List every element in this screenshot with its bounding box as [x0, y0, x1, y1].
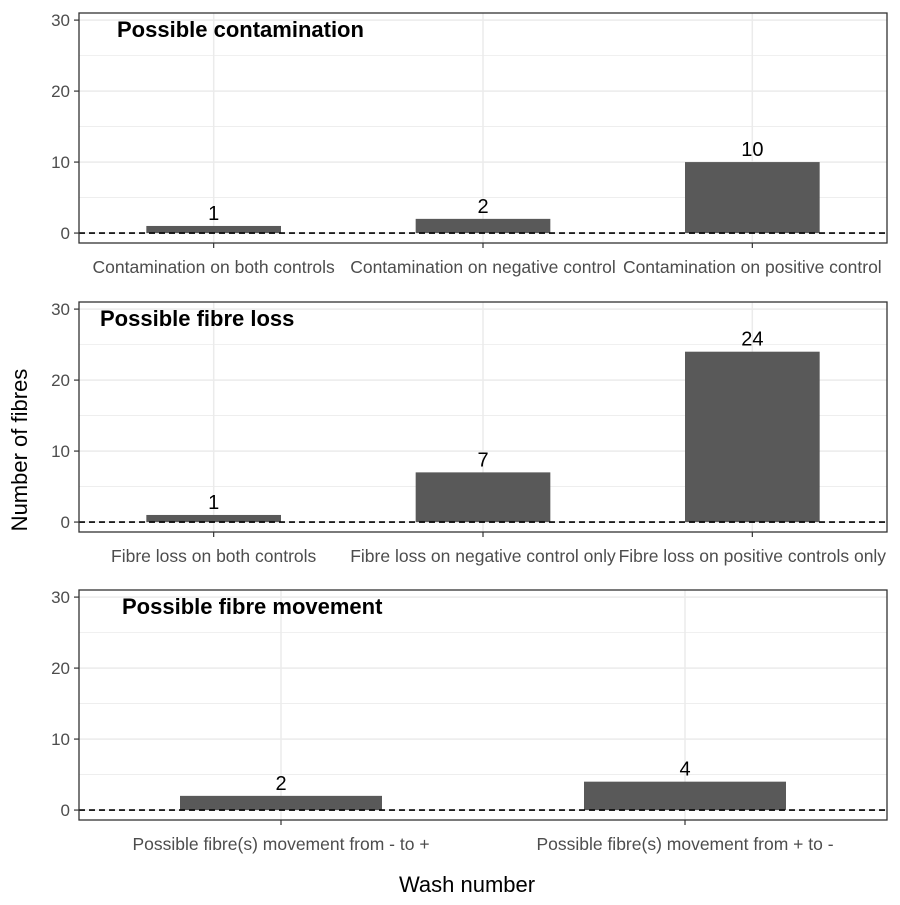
y-tick-label: 20 — [51, 659, 70, 678]
y-tick-label: 10 — [51, 730, 70, 749]
x-axis-title: Wash number — [399, 872, 535, 897]
bar — [685, 162, 820, 234]
data-label: 7 — [477, 449, 488, 471]
panel-title: Possible fibre loss — [100, 306, 294, 331]
bar — [180, 795, 382, 811]
x-tick-label: Possible fibre(s) movement from + to - — [536, 834, 833, 854]
x-tick-label: Possible fibre(s) movement from - to + — [132, 834, 429, 854]
panel-title: Possible contamination — [117, 17, 364, 42]
bar — [415, 472, 551, 523]
y-tick-label: 10 — [51, 442, 70, 461]
y-tick-label: 0 — [61, 224, 70, 243]
y-tick-label: 10 — [51, 153, 70, 172]
x-tick-label: Fibre loss on positive controls only — [619, 546, 887, 566]
x-tick-label: Fibre loss on both controls — [111, 546, 316, 566]
y-tick-label: 0 — [61, 801, 70, 820]
data-label: 2 — [477, 196, 488, 218]
x-tick-label: Contamination on both controls — [93, 257, 335, 277]
data-label: 2 — [275, 773, 286, 795]
data-label: 1 — [208, 203, 219, 225]
y-tick-label: 20 — [51, 82, 70, 101]
y-tick-label: 30 — [51, 300, 70, 319]
bar — [685, 351, 820, 523]
bar — [146, 514, 281, 523]
data-label: 4 — [679, 759, 690, 781]
panel-title: Possible fibre movement — [122, 594, 383, 619]
bar — [415, 218, 551, 234]
y-tick-label: 0 — [61, 513, 70, 532]
y-axis-title: Number of fibres — [7, 369, 32, 532]
y-tick-label: 20 — [51, 371, 70, 390]
bar — [146, 225, 281, 234]
data-label: 1 — [208, 492, 219, 514]
x-tick-label: Fibre loss on negative control only — [350, 546, 616, 566]
bar — [584, 781, 786, 811]
data-label: 10 — [741, 139, 763, 161]
x-tick-label: Contamination on negative control — [350, 257, 616, 277]
x-tick-label: Contamination on positive control — [623, 257, 882, 277]
data-label: 24 — [741, 329, 763, 351]
panel-border — [78, 589, 888, 821]
y-tick-label: 30 — [51, 588, 70, 607]
y-tick-label: 30 — [51, 11, 70, 30]
